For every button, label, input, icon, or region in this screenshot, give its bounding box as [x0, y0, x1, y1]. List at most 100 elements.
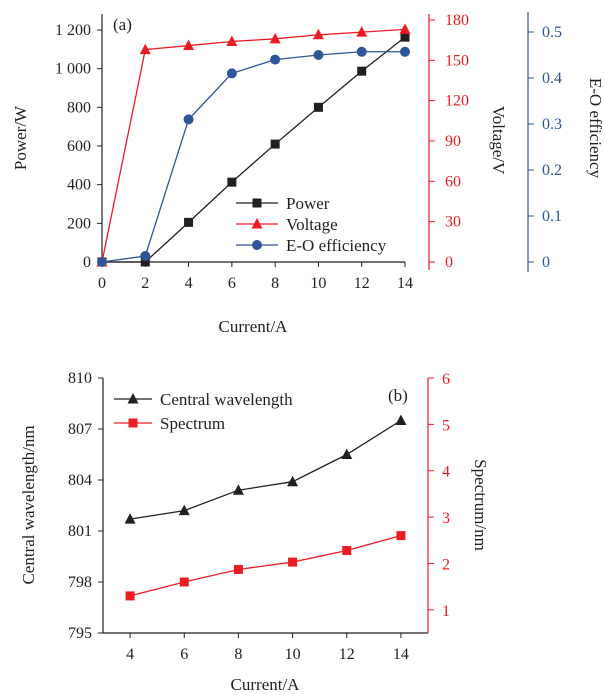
- panel-a-ylabel-voltage: Voltage/V: [489, 106, 508, 175]
- panel-a-x-tick-label: 12: [354, 275, 370, 292]
- panel-b-central-wavelength-point: [178, 504, 190, 516]
- panel-a-voltage-tick-label: 60: [445, 173, 461, 190]
- panel-b-legend-central-wavelength-label: Central wavelength: [160, 390, 293, 409]
- panel-a-voltage-point: [226, 35, 238, 47]
- panel-a-ylabel-efficiency: E-O efficiency: [586, 78, 605, 179]
- panel-a-legend: Power Voltage E-O efficiency: [236, 194, 387, 255]
- panel-b-legend-spectrum-marker: [128, 418, 138, 428]
- panel-a-power-tick-label: 1 200: [55, 22, 91, 39]
- panel-b-spectrum-tick-label: 2: [442, 556, 450, 573]
- panel-a-efficiency-tick-label: 0.5: [542, 24, 562, 41]
- panel-a-power-point: [140, 257, 150, 267]
- panel-a-legend-voltage-label: Voltage: [286, 215, 338, 234]
- panel-a-x-tick-label: 10: [310, 275, 326, 292]
- panel-a-power-point: [184, 217, 194, 227]
- panel-b-central-wavelength-point: [341, 448, 353, 459]
- panel-a-power-tick-label: 1 000: [55, 61, 91, 78]
- panel-a-legend-voltage-marker: [251, 218, 263, 229]
- panel-b-legend-spectrum-label: Spectrum: [160, 414, 225, 433]
- panel-a-legend-e-o-efficiency-marker: [252, 240, 262, 250]
- panel-a-efficiency-tick-label: 0.1: [542, 208, 562, 225]
- panel-a-e-o-efficiency-point: [313, 50, 324, 60]
- panel-b-xlabel: Current/A: [231, 675, 301, 694]
- panel-b-spectrum-point: [342, 545, 352, 555]
- panel-a-efficiency-tick-label: 0.4: [542, 70, 562, 87]
- panel-a-legend-power-label: Power: [286, 194, 330, 213]
- panel-a-voltage-point: [399, 23, 411, 34]
- panel-a-e-o-efficiency-point: [183, 114, 194, 125]
- panel-b-x-tick-label: 12: [339, 646, 355, 663]
- panel-a-e-o-efficiency-point: [97, 257, 107, 267]
- panel-a-voltage-tick-label: 120: [445, 93, 469, 110]
- panel-a-power-tick-label: 0: [83, 254, 91, 271]
- panel-a-power-tick-label: 200: [67, 215, 91, 232]
- panel-b-wavelength-tick-label: 810: [68, 370, 92, 387]
- panel-a-voltage-point: [356, 26, 368, 37]
- panel-b-x-tick-label: 10: [285, 646, 301, 663]
- panel-b-wavelength-tick-label: 801: [68, 523, 92, 540]
- panel-b-spectrum-point: [233, 564, 243, 574]
- panel-a-voltage-tick-label: 90: [445, 133, 461, 150]
- panel-b-x-tick-label: 6: [180, 646, 188, 663]
- panel-a-power-tick-label: 800: [67, 99, 91, 116]
- panel-a-power-point: [313, 102, 323, 112]
- panel-b-spectrum-point: [125, 591, 135, 601]
- panel-a-ylabel-power: Power/W: [11, 105, 30, 170]
- panel-b-central-wavelength-point: [287, 475, 299, 487]
- panel-b-legend: Central wavelength Spectrum: [114, 390, 293, 433]
- panel-a-voltage-line: [101, 28, 406, 263]
- panel-a-efficiency-tick-label: 0.2: [542, 162, 562, 179]
- panel-a-voltage-point: [139, 43, 151, 55]
- panel-a-voltage-tick-label: 180: [445, 12, 469, 29]
- panel-b-spectrum-tick-label: 6: [442, 371, 450, 388]
- panel-a-e-o-efficiency-point: [400, 46, 410, 57]
- panel-b-wavelength-tick-label: 795: [68, 625, 92, 642]
- panel-b-spectrum-tick-label: 5: [442, 417, 450, 434]
- panel-a-x-tick-label: 8: [271, 275, 279, 292]
- panel-a-power-tick-label: 400: [67, 177, 91, 194]
- panel-b-spectrum-tick-label: 3: [442, 510, 450, 527]
- panel-a-chart: 0 2 4 6 8 10 12 14 0 200 400 600 800 1 000 1 200 0 30 60 9…: [11, 12, 605, 336]
- panel-a-x-tick-label: 14: [397, 275, 413, 292]
- panel-b-x-tick-label: 8: [234, 646, 242, 663]
- panel-a-label: (a): [113, 15, 132, 34]
- panel-a-e-o-efficiency-point: [356, 46, 367, 57]
- panel-a-power-point: [400, 32, 410, 42]
- panel-b-spectrum-tick-label: 1: [442, 603, 450, 620]
- panel-b-wavelength-tick-label: 804: [68, 472, 92, 489]
- panel-b-x-tick-label: 14: [393, 646, 409, 663]
- panel-b-central-wavelength-point: [124, 513, 136, 524]
- panel-b-central-wavelength-line: [129, 419, 402, 520]
- panel-b-legend-central-wavelength-marker: [127, 393, 139, 404]
- panel-a-power-point: [227, 177, 237, 187]
- panel-b-ylabel-wavelength: Central wavelength/nm: [19, 425, 38, 584]
- panel-a-legend-e-o-efficiency-label: E-O efficiency: [286, 236, 387, 255]
- panel-b-central-wavelength-point: [232, 484, 244, 495]
- panel-a-voltage-tick-label: 150: [445, 52, 469, 69]
- panel-a-efficiency-tick-label: 0.3: [542, 116, 562, 133]
- panel-a-power-point: [357, 66, 367, 76]
- panel-a-power-line: [102, 36, 406, 263]
- panel-a-legend-power-marker: [252, 198, 262, 208]
- panel-a-xlabel: Current/A: [219, 317, 289, 336]
- panel-a-x-tick-label: 6: [228, 275, 236, 292]
- panel-b-spectrum-tick-label: 4: [442, 464, 450, 481]
- panel-a-x-tick-label: 0: [98, 275, 106, 292]
- panel-a-e-o-efficiency-point: [270, 54, 281, 65]
- panel-b-spectrum-point: [288, 557, 298, 567]
- panel-b-wavelength-tick-label: 807: [68, 421, 92, 438]
- panel-b-spectrum-point: [396, 531, 406, 541]
- panel-b-wavelength-tick-label: 798: [68, 574, 92, 591]
- panel-a-efficiency-tick-label: 0: [542, 254, 550, 271]
- panel-a-voltage-tick-label: 0: [445, 254, 453, 271]
- panel-a-voltage-point: [269, 32, 281, 44]
- panel-a-power-point: [270, 139, 280, 149]
- panel-a-e-o-efficiency-line: [101, 51, 405, 263]
- panel-a-power-tick-label: 600: [67, 138, 91, 155]
- panel-b-central-wavelength-point: [395, 414, 407, 425]
- panel-a-voltage-point: [312, 28, 324, 40]
- panel-a-e-o-efficiency-point: [226, 68, 237, 79]
- panel-b-ylabel-spectrum: Spectrum/nm: [471, 459, 490, 551]
